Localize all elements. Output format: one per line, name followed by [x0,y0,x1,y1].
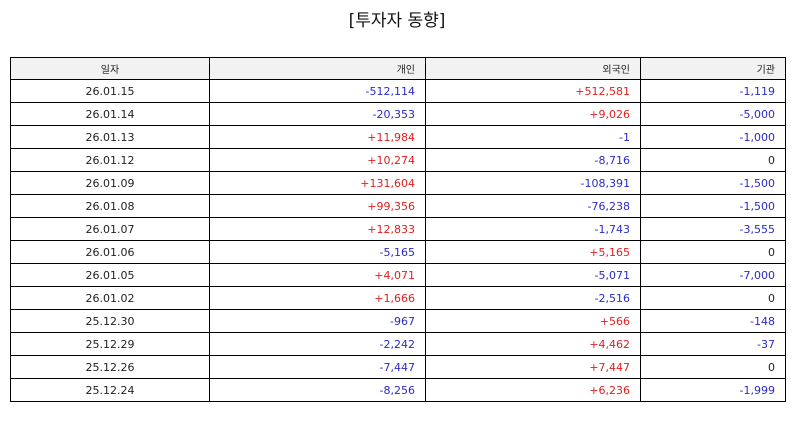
cell-foreign: +4,462 [425,332,641,356]
cell-institution: -1,500 [640,171,786,195]
table-row: 26.01.09 +131,604 -108,391 -1,500 [10,171,786,195]
cell-individual: +131,604 [209,171,426,195]
cell-institution: -1,000 [640,125,786,149]
cell-institution: 0 [640,148,786,172]
cell-individual: +10,274 [209,148,426,172]
cell-date: 26.01.14 [10,102,210,126]
cell-institution: -37 [640,332,786,356]
cell-institution: 0 [640,355,786,379]
cell-institution: 0 [640,240,786,264]
table-row: 26.01.02 +1,666 -2,516 0 [10,286,786,310]
table-row: 26.01.12 +10,274 -8,716 0 [10,148,786,172]
cell-individual: -2,242 [209,332,426,356]
table-row: 26.01.06 -5,165 +5,165 0 [10,240,786,264]
cell-date: 26.01.08 [10,194,210,218]
cell-institution: -1,500 [640,194,786,218]
cell-date: 26.01.12 [10,148,210,172]
table-row: 25.12.26 -7,447 +7,447 0 [10,355,786,379]
cell-individual: +12,833 [209,217,426,241]
cell-individual: +99,356 [209,194,426,218]
cell-foreign: +7,447 [425,355,641,379]
cell-institution: -3,555 [640,217,786,241]
cell-institution: -5,000 [640,102,786,126]
cell-foreign: -108,391 [425,171,641,195]
cell-date: 26.01.13 [10,125,210,149]
investor-trend-table: 일자 개인 외국인 기관 26.01.15 -512,114 +512,581 -1,… [10,57,786,402]
cell-foreign: -8,716 [425,148,641,172]
table-row: 26.01.08 +99,356 -76,238 -1,500 [10,194,786,218]
cell-foreign: +6,236 [425,378,641,402]
cell-date: 26.01.15 [10,79,210,103]
cell-date: 26.01.07 [10,217,210,241]
table-row: 25.12.29 -2,242 +4,462 -37 [10,332,786,356]
cell-individual: -967 [209,309,426,333]
cell-date: 25.12.26 [10,355,210,379]
header-individual: 개인 [209,57,426,80]
cell-institution: -1,999 [640,378,786,402]
cell-individual: -8,256 [209,378,426,402]
cell-individual: +4,071 [209,263,426,287]
cell-foreign: -1,743 [425,217,641,241]
table-row: 26.01.13 +11,984 -1 -1,000 [10,125,786,149]
table-row: 26.01.07 +12,833 -1,743 -3,555 [10,217,786,241]
header-foreign: 외국인 [425,57,641,80]
table-row: 25.12.24 -8,256 +6,236 -1,999 [10,378,786,402]
cell-institution: -7,000 [640,263,786,287]
table-header-row: 일자 개인 외국인 기관 [10,57,786,80]
cell-date: 26.01.09 [10,171,210,195]
table-row: 26.01.14 -20,353 +9,026 -5,000 [10,102,786,126]
cell-institution: -1,119 [640,79,786,103]
table-row: 26.01.15 -512,114 +512,581 -1,119 [10,79,786,103]
table-row: 25.12.30 -967 +566 -148 [10,309,786,333]
cell-individual: -5,165 [209,240,426,264]
cell-individual: +1,666 [209,286,426,310]
cell-foreign: +566 [425,309,641,333]
cell-individual: -20,353 [209,102,426,126]
cell-foreign: -1 [425,125,641,149]
cell-date: 25.12.30 [10,309,210,333]
cell-foreign: +9,026 [425,102,641,126]
page-title: [투자자 동향] [348,11,446,31]
table-body: 26.01.15 -512,114 +512,581 -1,119 26.01.14 -2… [10,79,786,402]
cell-date: 26.01.02 [10,286,210,310]
cell-individual: -7,447 [209,355,426,379]
cell-individual: +11,984 [209,125,426,149]
cell-institution: 0 [640,286,786,310]
cell-date: 25.12.24 [10,378,210,402]
cell-foreign: -76,238 [425,194,641,218]
cell-date: 26.01.06 [10,240,210,264]
table-row: 26.01.05 +4,071 -5,071 -7,000 [10,263,786,287]
cell-foreign: +512,581 [425,79,641,103]
cell-foreign: -2,516 [425,286,641,310]
cell-date: 26.01.05 [10,263,210,287]
cell-foreign: -5,071 [425,263,641,287]
cell-foreign: +5,165 [425,240,641,264]
header-institution: 기관 [640,57,786,80]
header-date: 일자 [10,57,210,80]
cell-individual: -512,114 [209,79,426,103]
cell-date: 25.12.29 [10,332,210,356]
cell-institution: -148 [640,309,786,333]
